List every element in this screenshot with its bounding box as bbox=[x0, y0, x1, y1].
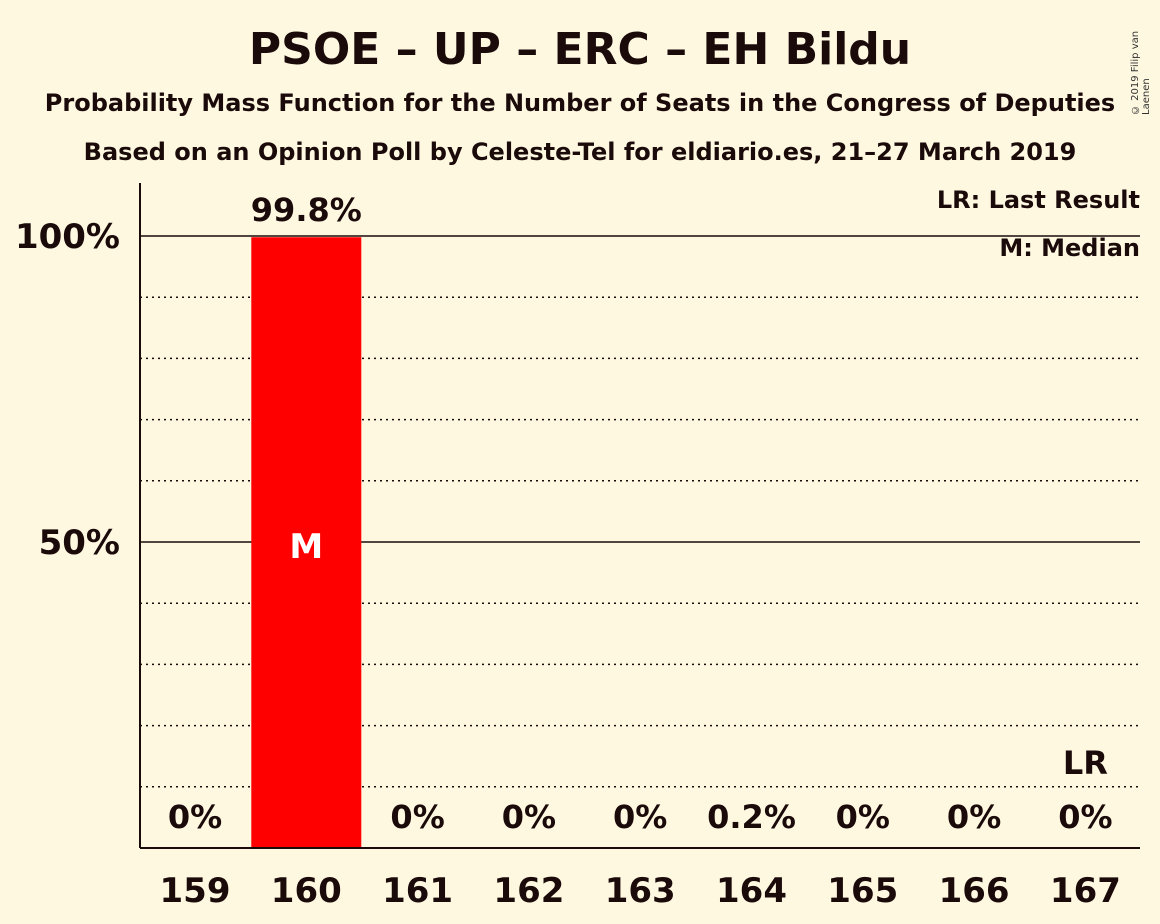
value-label: 0% bbox=[1058, 798, 1112, 836]
value-label: 0% bbox=[168, 798, 222, 836]
value-label: 0% bbox=[947, 798, 1001, 836]
x-tick-label: 163 bbox=[605, 871, 676, 911]
y-tick-label: 50% bbox=[39, 523, 120, 563]
chart-title: PSOE – UP – ERC – EH Bildu bbox=[248, 24, 912, 75]
y-tick-label: 100% bbox=[15, 217, 120, 257]
value-label: 0.2% bbox=[707, 798, 796, 836]
chart-source-line: Based on an Opinion Poll by Celeste-Tel … bbox=[83, 138, 1077, 166]
value-label: 0% bbox=[836, 798, 890, 836]
last-result-marker: LR bbox=[1063, 744, 1108, 782]
x-tick-label: 167 bbox=[1050, 871, 1121, 911]
chart-subtitle: Probability Mass Function for the Number… bbox=[44, 89, 1116, 117]
x-tick-label: 165 bbox=[827, 871, 898, 911]
value-label: 0% bbox=[390, 798, 444, 836]
legend-median: M: Median bbox=[999, 234, 1140, 262]
x-tick-label: 166 bbox=[939, 871, 1010, 911]
value-label: 99.8% bbox=[251, 191, 362, 229]
x-tick-label: 162 bbox=[493, 871, 564, 911]
value-label: 0% bbox=[613, 798, 667, 836]
median-marker: M bbox=[289, 527, 323, 567]
x-tick-label: 160 bbox=[271, 871, 342, 911]
x-tick-label: 159 bbox=[160, 871, 231, 911]
value-label: 0% bbox=[502, 798, 556, 836]
x-tick-label: 161 bbox=[382, 871, 453, 911]
legend-last-result: LR: Last Result bbox=[936, 186, 1140, 214]
bar-160 bbox=[251, 237, 362, 848]
x-tick-label: 164 bbox=[716, 871, 787, 911]
